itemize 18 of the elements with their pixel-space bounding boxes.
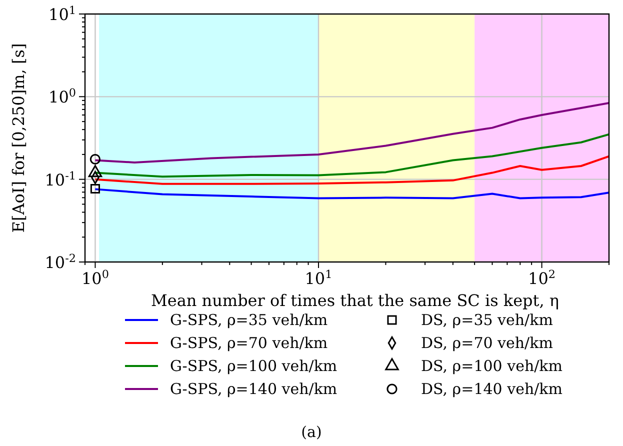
x-tick-label: 10$^{1}$: [304, 268, 332, 288]
legend-label: DS, ρ=100 veh/km: [421, 357, 562, 375]
y-tick-label: 10$^{-1}$: [44, 168, 76, 190]
y-tick-label: 10$^{1}$: [48, 4, 76, 24]
legend-label: DS, ρ=70 veh/km: [421, 334, 553, 352]
y-tick-label: 10$^{-2}$: [44, 252, 76, 272]
legend-label: G-SPS, ρ=140 veh/km: [170, 380, 338, 398]
legend-label: DS, ρ=140 veh/km: [421, 380, 562, 398]
legend-label: G-SPS, ρ=35 veh/km: [170, 311, 328, 329]
x-tick-label: 10$^{2}$: [528, 268, 556, 288]
legend-label: DS, ρ=35 veh/km: [421, 311, 553, 329]
legend-label: G-SPS, ρ=100 veh/km: [170, 357, 338, 375]
x-tick-label: 10$^{0}$: [81, 268, 109, 288]
legend-label: G-SPS, ρ=70 veh/km: [170, 334, 328, 352]
y-tick-label: 10$^{0}$: [48, 86, 76, 107]
text: (a): [301, 423, 322, 441]
y-axis-title: E[AoI] for [0,250]m, [s]: [9, 43, 28, 233]
x-axis-title: Mean number of times that the same SC is kept, η: [151, 291, 559, 310]
